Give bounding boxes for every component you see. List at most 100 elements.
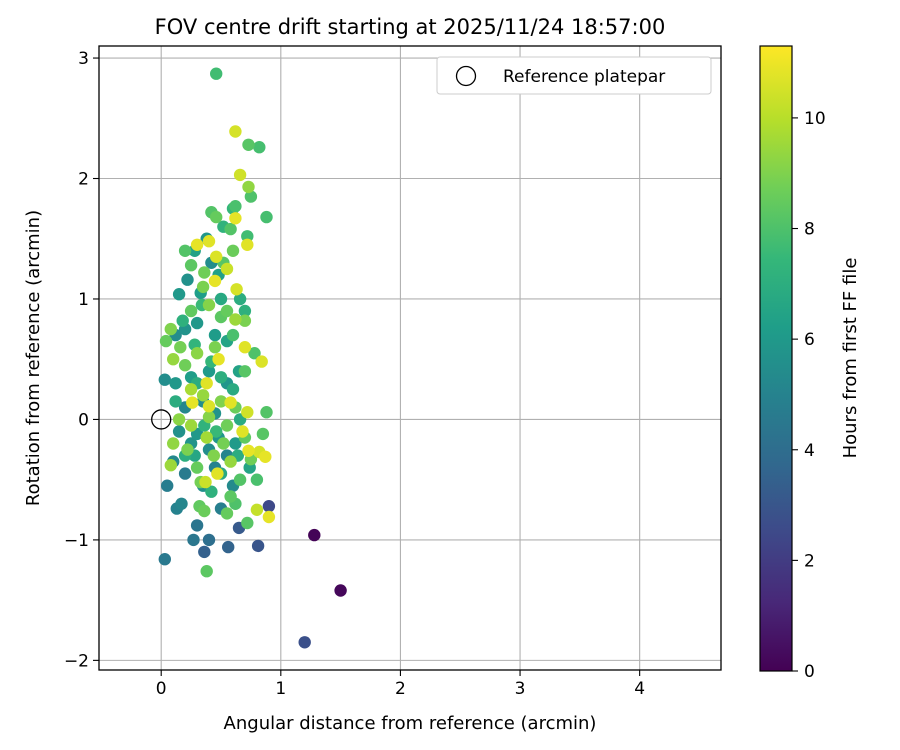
data-point <box>161 479 174 492</box>
data-point <box>190 238 204 251</box>
x-tick-label: 4 <box>634 679 645 699</box>
data-point <box>229 437 242 450</box>
data-point <box>241 406 254 419</box>
data-point <box>208 341 222 354</box>
data-point <box>178 467 192 480</box>
data-point <box>184 419 198 432</box>
grid-lines <box>99 46 721 670</box>
data-point <box>226 328 240 342</box>
data-point <box>202 365 216 378</box>
data-point <box>164 322 177 336</box>
data-point <box>196 389 210 402</box>
data-point <box>253 141 266 154</box>
data-point <box>248 347 261 360</box>
data-point <box>169 395 182 408</box>
data-point <box>176 314 189 327</box>
data-point <box>172 413 186 426</box>
data-point <box>205 485 218 498</box>
data-point <box>241 516 254 530</box>
data-point <box>174 341 187 354</box>
data-point <box>256 427 270 441</box>
data-point <box>167 437 180 450</box>
x-tick-label: 1 <box>275 679 286 699</box>
data-point <box>178 359 192 372</box>
data-point <box>181 273 194 286</box>
data-point <box>251 539 265 553</box>
data-point <box>202 235 216 248</box>
data-point <box>159 334 173 348</box>
data-point <box>167 353 180 366</box>
data-point <box>181 443 194 456</box>
data-point <box>187 533 200 547</box>
data-point <box>226 383 240 396</box>
data-point <box>199 475 212 489</box>
data-point <box>224 222 237 236</box>
data-point <box>175 497 188 510</box>
data-point <box>226 244 240 257</box>
plot-frame <box>98 45 722 671</box>
data-point <box>233 168 247 182</box>
colorbar-label: Hours from first FF file <box>840 258 861 459</box>
data-point <box>220 304 234 318</box>
legend-box <box>436 56 712 95</box>
data-point <box>190 347 204 360</box>
data-point <box>224 490 237 503</box>
data-point <box>202 410 216 424</box>
data-point <box>224 455 237 468</box>
data-point <box>207 449 220 462</box>
data-point <box>212 353 225 366</box>
data-point <box>190 461 204 474</box>
x-axis-label: Angular distance from reference (arcmin) <box>224 713 597 734</box>
colorbar-tick-label: 2 <box>804 551 815 571</box>
y-axis-label: Rotation from reference (arcmin) <box>23 210 44 506</box>
data-point <box>208 328 222 342</box>
data-point <box>190 316 204 330</box>
data-point <box>229 212 242 225</box>
x-tick-label: 3 <box>515 679 526 699</box>
reference-marker <box>151 409 172 430</box>
data-point <box>172 288 186 301</box>
data-point <box>238 304 252 318</box>
data-point <box>250 503 264 516</box>
data-point <box>200 377 213 390</box>
data-point <box>242 180 255 194</box>
data-point <box>220 507 234 520</box>
reference-platepar-point <box>151 409 172 430</box>
legend-marker-icon <box>455 65 477 87</box>
data-point <box>184 383 198 396</box>
data-point <box>230 283 243 296</box>
data-point <box>214 371 228 384</box>
chart-title: FOV centre drift starting at 2025/11/24 … <box>155 15 666 39</box>
data-point <box>259 450 272 463</box>
data-point <box>169 377 182 390</box>
colorbar-gradient <box>759 45 793 672</box>
colorbar-tick-label: 4 <box>804 441 815 461</box>
colorbar-tick-label: 6 <box>804 330 815 350</box>
data-point <box>184 304 198 318</box>
data-point <box>210 210 223 224</box>
data-point <box>233 473 247 486</box>
y-tick-label: 0 <box>78 410 89 430</box>
data-point <box>184 259 198 272</box>
data-point <box>220 419 234 432</box>
data-point <box>334 584 347 597</box>
data-point <box>238 341 252 354</box>
legend-label: Reference platepar <box>503 67 665 87</box>
legend: Reference platepar <box>436 56 712 95</box>
data-point <box>229 200 242 213</box>
x-axis-ticks: 0 1 2 3 4 <box>156 670 645 699</box>
data-point <box>229 313 242 326</box>
data-point <box>186 396 199 409</box>
data-points <box>158 67 347 649</box>
data-point <box>202 298 216 312</box>
data-point <box>250 473 264 486</box>
data-point <box>202 400 216 413</box>
data-point <box>200 565 213 578</box>
data-point <box>198 545 211 559</box>
data-point <box>164 459 177 472</box>
data-point <box>224 396 237 409</box>
x-tick-label: 0 <box>156 679 167 699</box>
y-tick-label: 2 <box>78 170 89 190</box>
data-point <box>217 437 230 450</box>
